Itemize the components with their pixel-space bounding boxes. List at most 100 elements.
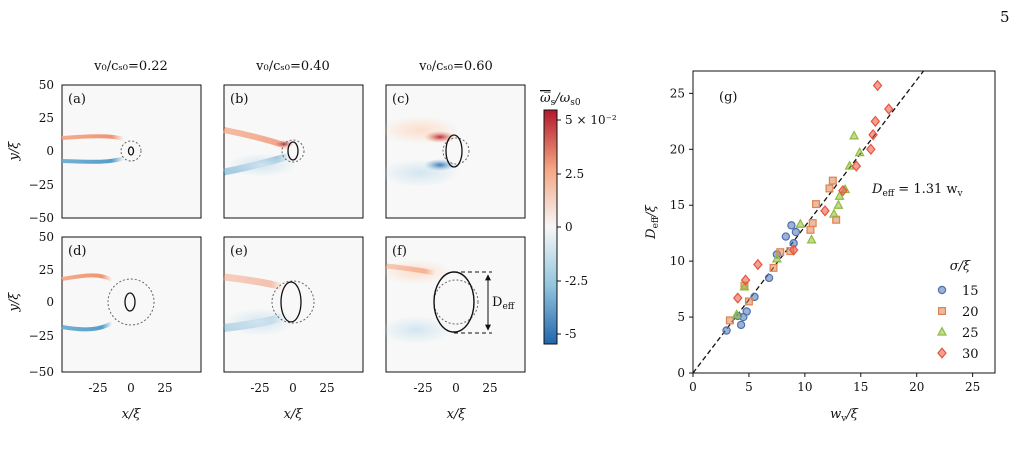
fit-equation: Deff = 1.31 wv (871, 182, 964, 199)
scatter-xtick-label: 20 (909, 380, 924, 394)
data-point-30 (732, 292, 743, 304)
data-point-30 (883, 103, 894, 115)
data-point-15 (791, 227, 801, 237)
panel-label-g: (g) (719, 90, 737, 105)
colorbar-tick-min: -5 (565, 327, 577, 341)
panel-label-c: (c) (392, 92, 409, 107)
data-point-15 (787, 221, 796, 230)
field-ylabel-top: y/ξ (7, 141, 22, 162)
data-point-25 (844, 160, 855, 170)
xtick-a-0: 0 (127, 381, 135, 395)
data-point-25 (806, 234, 817, 244)
scatter-fit-line (692, 70, 925, 374)
data-point-25 (833, 199, 844, 209)
scatter-xtick-label: 5 (745, 380, 753, 394)
column-titles: v₀/cₛ₀=0.22 v₀/cₛ₀=0.40 v₀/cₛ₀=0.60 (93, 59, 493, 74)
panel-label-b: (b) (230, 92, 248, 107)
ytick-bot-25: 25 (39, 263, 54, 277)
data-point-25 (834, 190, 845, 200)
ytick-top-m25: −25 (29, 178, 54, 192)
data-point-20 (825, 184, 834, 193)
panel-f: Deff (f) (380, 236, 526, 373)
data-point-25 (739, 281, 750, 291)
ytick-top-0: 0 (46, 144, 54, 158)
ytick-top-25: 25 (39, 111, 54, 125)
data-point-25 (854, 146, 865, 157)
data-point-15 (736, 320, 746, 330)
data-point-25 (828, 208, 839, 218)
legend-label-20: 20 (962, 305, 979, 320)
scatter-xtick-label: 15 (853, 380, 868, 394)
scatter-xlabel: wv/ξ (830, 407, 859, 424)
field-xlabel-3: x/ξ (447, 407, 467, 422)
scatter-ytick-label: 20 (670, 142, 685, 156)
panel-b: (b) (223, 84, 364, 219)
legend-label-25: 25 (962, 326, 979, 341)
data-point-15 (722, 326, 731, 335)
scatter-ytick-label: 15 (670, 198, 685, 212)
data-point-30 (838, 184, 848, 197)
data-point-20 (725, 316, 734, 325)
data-point-20 (769, 263, 778, 272)
scatter-ticks: 0 5 10 15 20 25 0 5 10 15 20 25 (670, 86, 981, 394)
deff-annotation: Deff (492, 295, 515, 312)
data-point-30 (868, 129, 878, 141)
data-point-30 (820, 205, 830, 217)
panel-a: (a) (61, 84, 202, 219)
ytick-top-50: 50 (39, 78, 54, 92)
scatter-points (722, 79, 894, 335)
data-point-30 (740, 274, 751, 286)
scatter-ytick-label: 10 (670, 254, 685, 268)
column-title-1: v₀/cₛ₀=0.22 (93, 59, 168, 74)
colorbar-label: ω̅s/ωs0 (540, 91, 581, 108)
legend-label-15: 15 (962, 284, 979, 299)
scatter-xtick-label: 0 (689, 380, 697, 394)
ytick-top-m50: −50 (29, 211, 54, 225)
field-xlabel-1: x/ξ (122, 407, 142, 422)
data-point-25 (731, 309, 742, 319)
field-yticks: 50 25 0 −25 −50 50 25 0 −25 −50 (29, 78, 54, 379)
data-point-30 (788, 244, 799, 256)
field-xticks: -25 0 25 -25 0 25 -25 0 25 (88, 381, 497, 395)
colorbar-tick-m2-5: -2.5 (565, 274, 588, 288)
scatter-legend: 15 20 25 30 (936, 284, 979, 362)
panel-d: (d) (61, 236, 202, 373)
legend-label-30: 30 (962, 347, 979, 362)
ytick-bot-m25: −25 (29, 329, 54, 343)
xtick-a-m25: -25 (88, 381, 107, 395)
data-point-25 (795, 218, 806, 228)
colorbar-tick-2-5: 2.5 (565, 167, 584, 181)
data-point-30 (851, 160, 862, 172)
scatter-ytick-label: 5 (677, 310, 685, 324)
field-ylabel-bottom: y/ξ (7, 292, 22, 313)
xtick-c-m25: -25 (413, 381, 432, 395)
data-point-20 (812, 200, 821, 209)
xtick-c-0: 0 (452, 381, 460, 395)
xtick-a-25: 25 (157, 381, 172, 395)
data-point-20 (776, 248, 785, 257)
data-point-15 (764, 273, 774, 283)
scatter-xtick-label: 10 (797, 380, 812, 394)
ytick-bot-0: 0 (46, 295, 54, 309)
panel-label-d: (d) (68, 244, 86, 259)
data-point-20 (806, 225, 815, 234)
data-point-15 (781, 232, 791, 241)
data-point-20 (808, 219, 817, 228)
data-point-25 (849, 130, 860, 140)
data-point-20 (828, 176, 837, 185)
legend-marker-25 (936, 326, 948, 336)
colorbar-tick-0: 0 (565, 220, 573, 234)
panel-e: (e) (223, 236, 364, 373)
data-point-20 (744, 297, 753, 306)
column-title-2: v₀/cₛ₀=0.40 (255, 59, 330, 74)
xtick-b-m25: -25 (250, 381, 269, 395)
data-point-30 (866, 143, 876, 156)
legend-marker-30 (937, 347, 947, 359)
data-point-25 (771, 253, 782, 263)
scatter-ylabel: Deff/ξ (644, 204, 661, 240)
legend-marker-20 (937, 307, 946, 316)
scatter-ytick-label: 0 (677, 366, 685, 380)
field-panels: (a) (b) (c) (61, 84, 526, 373)
